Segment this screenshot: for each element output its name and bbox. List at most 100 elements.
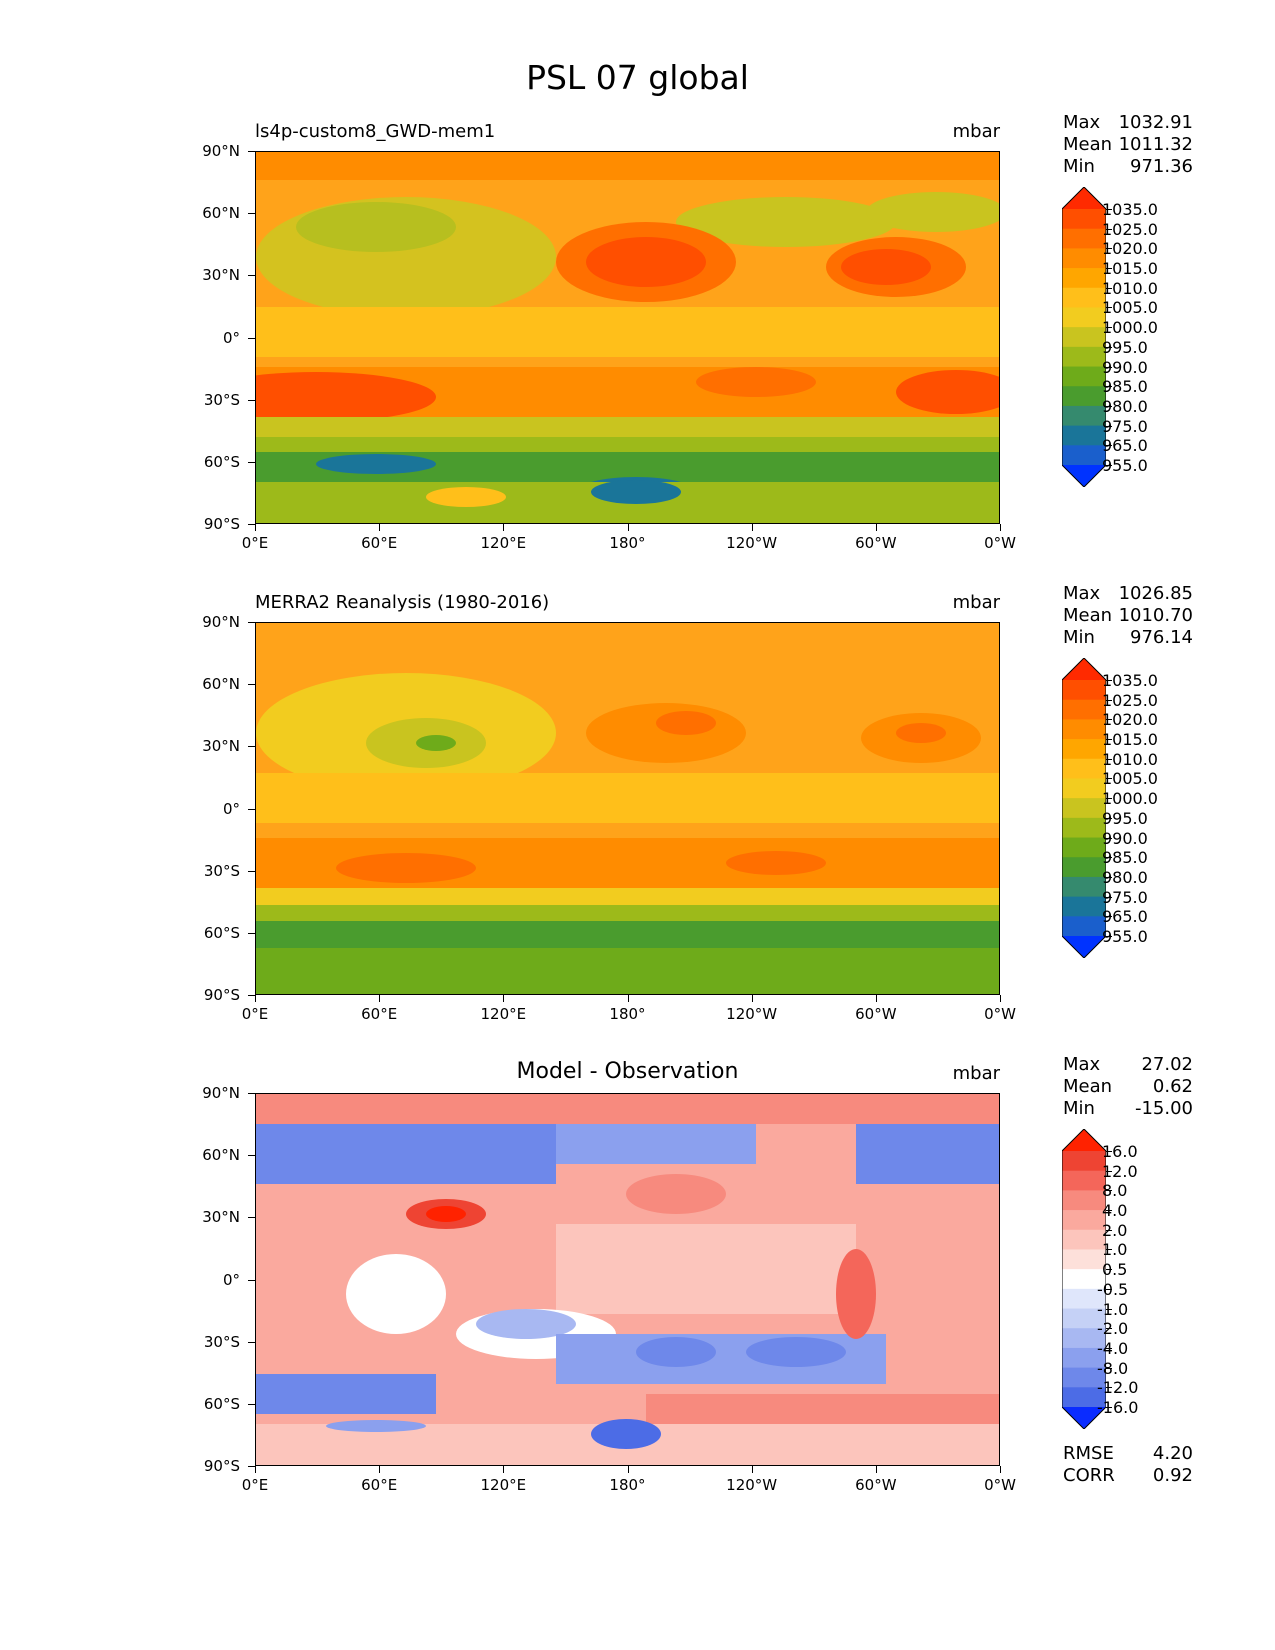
lat-tick-mark: [248, 337, 255, 339]
lat-tick-label: 90°N: [202, 613, 240, 631]
colorbar-tick-mark: [1106, 346, 1112, 348]
equatorial-band: [256, 773, 999, 823]
lon-tick-label: 180°: [609, 534, 646, 552]
lon-tick-mark: [255, 524, 256, 531]
colorbar-bin: [1062, 876, 1106, 898]
colorbar-bin: [1062, 1387, 1106, 1408]
colorbar-bin: [1062, 817, 1106, 839]
lat-tick-mark: [248, 746, 255, 748]
colorbar-tick-mark: [1106, 228, 1112, 230]
colorbar-bin: [1062, 445, 1106, 466]
panel-units: mbar: [952, 592, 1000, 613]
lon-tick-label: 0°W: [984, 1476, 1016, 1494]
colorbar-bin: [1062, 1151, 1106, 1172]
colorbar-bin: [1062, 1190, 1106, 1211]
lon-tick-label: 120°W: [726, 1476, 778, 1494]
lat-tick-label: 30°N: [202, 266, 240, 285]
colorbar-tick-label: -1.0: [1097, 1299, 1129, 1319]
lat-tick-mark: [248, 1466, 255, 1467]
colorbar-tick-mark: [1106, 758, 1112, 760]
colorbar-tick-mark: [1106, 1269, 1112, 1271]
colorbar-tick-mark: [1106, 896, 1112, 898]
colorbar-tick-label: 1025.0: [1102, 219, 1158, 239]
colorbar-cap-bottom: [1062, 1407, 1106, 1429]
circumpolar-low: [316, 454, 436, 474]
colorbar-tick-label: 1015.0: [1102, 259, 1158, 279]
panel-units: mbar: [952, 1063, 1000, 1084]
lat-tick-label: 30°S: [203, 1332, 240, 1351]
colorbar-tick-label: -8.0: [1097, 1358, 1129, 1378]
lat-tick-mark: [248, 1155, 255, 1157]
lon-tick-label: 180°: [609, 1005, 646, 1023]
lat-tick-mark: [248, 1217, 255, 1219]
lat-tick-label: 90°S: [203, 515, 240, 533]
colorbar-tick-label: 2.0: [1102, 1220, 1128, 1240]
lat-tick-mark: [248, 808, 255, 810]
colorbar-bin: [1062, 386, 1106, 407]
colorbar-bin: [1062, 425, 1106, 446]
colorbar-tick-label: 4.0: [1102, 1201, 1128, 1221]
lat-tick-mark: [248, 151, 255, 152]
colorbar-bin: [1062, 1269, 1106, 1290]
tropical-pacific-weak: [556, 1224, 856, 1314]
lon-tick-mark: [503, 524, 505, 531]
tibet-positive-core: [426, 1206, 466, 1222]
colorbar-cap-top: [1062, 187, 1106, 209]
lat-tick-label: 60°S: [203, 923, 240, 942]
colorbar-tick-label: -2.0: [1097, 1319, 1129, 1339]
colorbar-tick-mark: [1106, 1407, 1112, 1408]
panel-title: MERRA2 Reanalysis (1980-2016): [255, 592, 550, 613]
colorbar-bin: [1062, 1328, 1106, 1349]
colorbar-tick-mark: [1106, 778, 1112, 780]
stat-mean-label: Mean: [1063, 605, 1113, 626]
corr-value: 0.92: [1152, 1465, 1193, 1486]
colorbar-bin: [1062, 798, 1106, 819]
colorbar-tick-mark: [1106, 798, 1112, 800]
colorbar-tick-mark: [1106, 287, 1112, 289]
psl-obs-map: [256, 623, 999, 994]
colorbar-tick-label: -4.0: [1097, 1338, 1129, 1358]
colorbar-bin: [1062, 248, 1106, 269]
colorbar-tick-mark: [1106, 1367, 1112, 1369]
lat-tick-label: 30°S: [203, 861, 240, 880]
colorbar-tick-label: 1000.0: [1102, 789, 1158, 809]
panel-obs: MERRA2 Reanalysis (1980-2016) mbar Max 10…: [0, 583, 1275, 1062]
colorbar-bin: [1062, 1308, 1106, 1329]
colorbar-tick-mark: [1106, 386, 1112, 388]
colorbar-tick-label: 980.0: [1102, 396, 1148, 416]
lon-tick-mark: [503, 1466, 505, 1473]
stat-max-label: Max: [1063, 112, 1101, 133]
south-pacific-negative-east: [746, 1337, 846, 1367]
southern-mid-lat: [256, 888, 999, 908]
lat-tick-label: 60°N: [202, 204, 240, 223]
colorbar-tick-label: 1.0: [1102, 1240, 1128, 1260]
colorbar-bin: [1062, 778, 1106, 799]
colorbar-tick-label: 975.0: [1102, 416, 1148, 436]
colorbar-tick-label: 985.0: [1102, 848, 1148, 868]
colorbar-bin: [1062, 758, 1106, 779]
colorbar-tick-label: 1000.0: [1102, 318, 1158, 338]
lat-tick-label: 60°S: [203, 1394, 240, 1413]
colorbar-tick-mark: [1106, 268, 1112, 270]
colorbar-tick-mark: [1106, 739, 1112, 741]
colorbar-tick-label: 955.0: [1102, 927, 1148, 946]
south-indian-negative: [256, 1374, 436, 1414]
colorbar-bin: [1062, 719, 1106, 740]
colorbar-tick-mark: [1106, 366, 1112, 368]
stats-block: Max 1026.85 Mean 1010.70 Min 976.14: [1063, 583, 1193, 649]
colorbar-bin: [1062, 1249, 1106, 1270]
colorbar-tick-mark: [1106, 1151, 1112, 1152]
lon-tick-label: 0°E: [241, 1476, 269, 1494]
lat-tick-mark: [248, 1403, 255, 1405]
equatorial-band: [256, 307, 999, 357]
rmse-value: 4.20: [1152, 1443, 1193, 1464]
panel-title: ls4p-custom8_GWD-mem1: [255, 121, 496, 142]
colorbar-bin: [1062, 1347, 1106, 1369]
colorbar-cap-bottom: [1062, 465, 1106, 487]
colorbar-tick-mark: [1106, 209, 1112, 210]
colorbar-cap-bottom: [1062, 936, 1106, 958]
rmse-corr-block: RMSE 4.20 CORR 0.92: [1063, 1443, 1193, 1487]
lon-tick-label: 60°E: [361, 1005, 398, 1023]
colorbar-tick-mark: [1106, 699, 1112, 701]
lat-tick-mark: [248, 995, 255, 996]
